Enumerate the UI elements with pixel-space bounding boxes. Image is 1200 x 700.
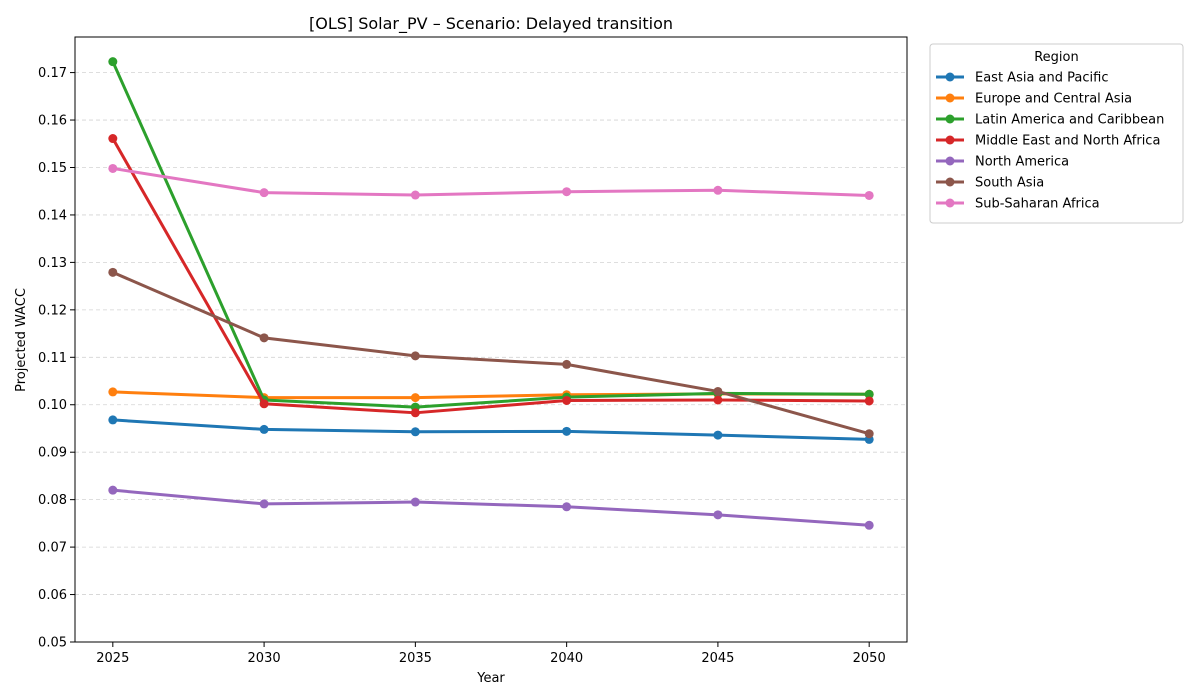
- legend-swatch-marker: [945, 135, 955, 145]
- data-point: [108, 415, 118, 425]
- series-line: [111, 60, 871, 409]
- series-layer: [108, 57, 874, 530]
- x-tick-label: 2030: [248, 651, 281, 666]
- plot-frame: [74, 36, 908, 643]
- data-point: [562, 426, 572, 436]
- legend-label: South Asia: [975, 176, 1044, 191]
- y-tick-label: 0.11: [38, 351, 67, 366]
- data-point: [410, 393, 420, 403]
- data-point: [410, 427, 420, 437]
- y-tick-label: 0.07: [38, 541, 67, 556]
- series-north-america: [108, 485, 874, 530]
- y-tick-label: 0.06: [38, 588, 67, 603]
- data-point: [259, 333, 269, 343]
- y-tick-label: 0.15: [38, 161, 67, 176]
- data-point: [713, 430, 723, 440]
- data-point: [713, 185, 723, 195]
- series-middle-east-and-north-africa: [108, 134, 874, 418]
- y-axis: 0.05 0.06 0.07 0.08 0.09 0.10 0.11 0.12 0.13 0.14…: [38, 66, 75, 651]
- x-tick-label: 2035: [399, 651, 432, 666]
- x-axis-label: Year: [476, 671, 505, 686]
- data-point: [108, 387, 118, 397]
- data-point: [864, 389, 874, 399]
- y-tick-label: 0.17: [38, 66, 67, 81]
- y-tick-label: 0.05: [38, 636, 67, 651]
- data-point: [108, 134, 118, 144]
- y-tick-label: 0.08: [38, 493, 67, 508]
- data-point: [108, 163, 118, 173]
- y-axis-label: Projected WACC: [14, 288, 29, 392]
- data-point: [259, 399, 269, 409]
- data-point: [410, 190, 420, 200]
- legend-swatch-marker: [945, 114, 955, 124]
- data-point: [864, 396, 874, 406]
- legend: Region East Asia and Pacific Europe and Ce…: [929, 43, 1184, 224]
- chart-title: [OLS] Solar_PV – Scenario: Delayed trans…: [309, 14, 673, 34]
- legend-entry: North America: [936, 155, 1069, 170]
- legend-label: North America: [975, 155, 1069, 170]
- legend-label: Middle East and North Africa: [975, 134, 1160, 149]
- data-point: [108, 485, 118, 495]
- data-point: [562, 359, 572, 369]
- legend-swatch-marker: [945, 198, 955, 208]
- x-axis: 2025 2030 2035 2040 2045 2050: [96, 642, 886, 666]
- data-point: [562, 395, 572, 405]
- legend-entry: Middle East and North Africa: [936, 134, 1160, 149]
- legend-label: East Asia and Pacific: [975, 71, 1108, 86]
- x-tick-label: 2045: [701, 651, 734, 666]
- legend-entry: South Asia: [936, 176, 1044, 191]
- data-point: [713, 395, 723, 405]
- legend-label: Sub-Saharan Africa: [975, 197, 1100, 212]
- data-point: [864, 190, 874, 200]
- legend-label: Latin America and Caribbean: [975, 113, 1164, 128]
- series-south-asia: [108, 267, 874, 439]
- data-point: [259, 188, 269, 198]
- grid: [75, 72, 907, 643]
- legend-label: Europe and Central Asia: [975, 92, 1132, 107]
- series-line: [111, 137, 871, 415]
- data-point: [259, 499, 269, 509]
- series-latin-america-and-caribbean: [108, 57, 874, 412]
- legend-entry: Europe and Central Asia: [936, 92, 1132, 107]
- y-tick-label: 0.09: [38, 446, 67, 461]
- data-point: [108, 57, 118, 67]
- series-line: [111, 488, 871, 527]
- legend-entry: Latin America and Caribbean: [936, 113, 1164, 128]
- data-point: [864, 520, 874, 530]
- y-tick-label: 0.16: [38, 114, 67, 129]
- data-point: [562, 187, 572, 197]
- series-line: [111, 270, 871, 436]
- data-point: [864, 429, 874, 439]
- legend-swatch-marker: [945, 93, 955, 103]
- series-east-asia-and-pacific: [108, 415, 874, 444]
- series-line: [111, 418, 871, 441]
- data-point: [713, 510, 723, 520]
- legend-swatch-marker: [945, 177, 955, 187]
- legend-entry: East Asia and Pacific: [936, 71, 1108, 86]
- series-sub-saharan-africa: [108, 163, 874, 200]
- legend-entry: Sub-Saharan Africa: [936, 197, 1100, 212]
- data-point: [259, 424, 269, 434]
- legend-title: Region: [1034, 50, 1079, 65]
- y-tick-label: 0.13: [38, 256, 67, 271]
- y-tick-label: 0.10: [38, 398, 67, 413]
- y-tick-label: 0.14: [38, 208, 67, 223]
- x-tick-label: 2050: [853, 651, 886, 666]
- series-line: [111, 166, 871, 197]
- data-point: [713, 386, 723, 396]
- data-point: [410, 351, 420, 361]
- data-point: [410, 497, 420, 507]
- y-tick-label: 0.12: [38, 303, 67, 318]
- x-tick-label: 2040: [550, 651, 583, 666]
- legend-swatch-marker: [945, 156, 955, 166]
- legend-swatch-marker: [945, 72, 955, 82]
- data-point: [562, 502, 572, 512]
- x-tick-label: 2025: [96, 651, 129, 666]
- data-point: [108, 267, 118, 277]
- data-point: [410, 408, 420, 418]
- legend-box: [929, 43, 1184, 224]
